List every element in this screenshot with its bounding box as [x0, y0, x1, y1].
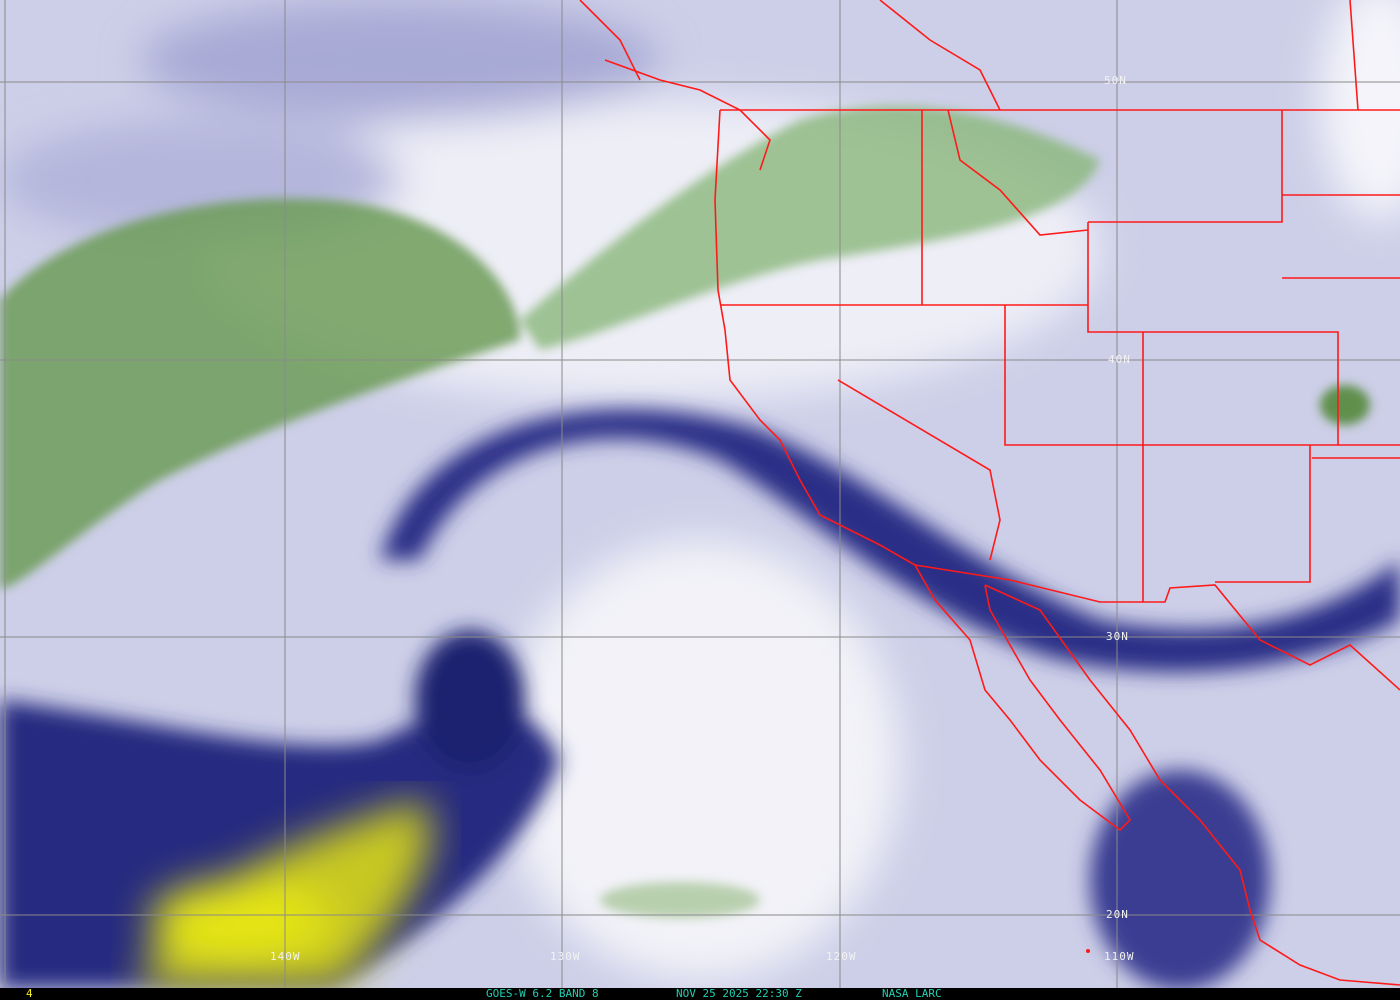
dry-band	[0, 409, 1400, 988]
product-label: GOES-W 6.2 BAND 8	[486, 987, 599, 1000]
info-bar: 4 GOES-W 6.2 BAND 8 NOV 25 2025 22:30 Z …	[0, 988, 1400, 1000]
latitude-label-20n: 20N	[1106, 908, 1129, 921]
longitude-label-120w: 120W	[826, 950, 857, 963]
source-label: NASA LARC	[882, 987, 942, 1000]
latitude-label-50n: 50N	[1104, 74, 1127, 87]
latitude-label-30n: 30N	[1106, 630, 1129, 643]
latitude-label-40n: 40N	[1108, 353, 1131, 366]
coastlines-and-borders	[579, 0, 1400, 986]
green-cold-cloud-areas	[0, 105, 1370, 918]
frame-number: 4	[26, 987, 33, 1000]
longitude-label-140w: 140W	[270, 950, 301, 963]
timestamp: NOV 25 2025 22:30 Z	[676, 987, 802, 1000]
longitude-label-110w: 110W	[1104, 950, 1135, 963]
longitude-label-130w: 130W	[550, 950, 581, 963]
